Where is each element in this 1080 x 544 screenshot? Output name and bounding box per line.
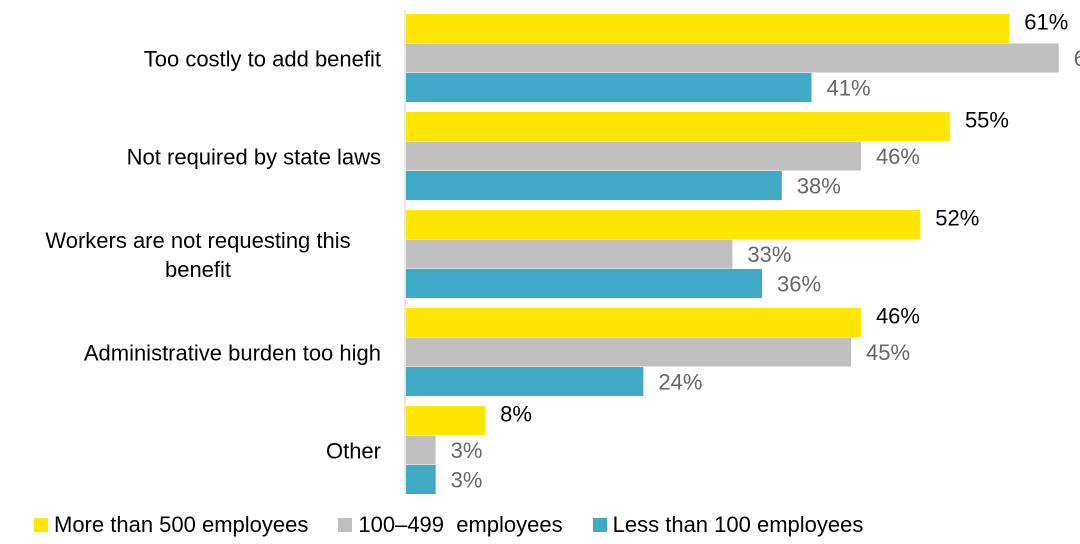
legend-label-series-2: Less than 100 employees <box>612 512 864 537</box>
value-label-1-series-0: 55% <box>965 108 1009 133</box>
category-label-0-line-0: Too costly to add benefit <box>144 46 381 71</box>
value-label-1-series-2: 38% <box>797 174 841 199</box>
legend-swatch-series-2 <box>592 518 607 532</box>
value-label-3-series-0: 46% <box>876 304 920 329</box>
bar-1-series-2 <box>406 171 782 200</box>
value-label-4-series-0: 8% <box>500 402 532 427</box>
category-label-4-line-0: Other <box>326 438 381 463</box>
legend-label-series-0: More than 500 employees <box>54 512 309 537</box>
category-labels: Too costly to add benefit Not required by… <box>45 46 381 463</box>
value-label-0-series-0: 61% <box>1024 10 1068 35</box>
category-label-3-line-0: Administrative burden too high <box>84 340 381 365</box>
legend-item-series-2: Less than 100 employees <box>592 512 864 538</box>
value-label-2-series-0: 52% <box>935 206 979 231</box>
value-label-1-series-1: 46% <box>876 144 920 169</box>
bar-3-series-0 <box>406 308 861 337</box>
value-label-2-series-1: 33% <box>747 242 791 267</box>
category-label-1-line-0: Not required by state laws <box>127 144 381 169</box>
legend: More than 500 employees 100–499 employee… <box>34 512 893 538</box>
legend-label-series-1: 100–499 employees <box>358 512 563 537</box>
value-labels: 61% 66% 41% 55% 46% 38% 52% 33% 36% 46% 45% 24% 8% 3%… <box>451 10 1080 493</box>
legend-swatch-series-1 <box>338 518 353 532</box>
legend-swatch-series-0 <box>34 518 48 532</box>
bar-2-series-0 <box>406 210 921 239</box>
bar-2-series-1 <box>406 239 733 269</box>
bar-1-series-0 <box>406 112 950 141</box>
legend-item-series-0: More than 500 employees <box>34 512 308 538</box>
bars <box>406 14 1059 494</box>
legend-item-series-1: 100–499 employees <box>338 512 563 538</box>
value-label-2-series-2: 36% <box>777 272 821 297</box>
bar-4-series-2 <box>406 465 436 494</box>
value-label-4-series-1: 3% <box>451 438 483 463</box>
value-label-3-series-1: 45% <box>866 340 910 365</box>
category-label-2-line-1: benefit <box>165 257 231 282</box>
bar-3-series-1 <box>406 337 852 367</box>
bar-chart: Too costly to add benefit Not required by… <box>45 10 1080 495</box>
value-label-0-series-1: 66% <box>1074 46 1080 71</box>
value-label-3-series-2: 24% <box>658 370 702 395</box>
value-label-0-series-2: 41% <box>826 76 870 101</box>
bar-1-series-1 <box>406 141 861 171</box>
value-label-4-series-2: 3% <box>451 468 483 493</box>
bar-0-series-1 <box>406 43 1059 73</box>
bar-0-series-2 <box>406 73 812 102</box>
bar-4-series-1 <box>406 435 436 465</box>
bar-4-series-0 <box>406 406 486 435</box>
category-label-2-line-0: Workers are not requesting this <box>45 228 350 253</box>
bar-3-series-2 <box>406 367 644 396</box>
bar-0-series-0 <box>406 14 1010 43</box>
bar-2-series-2 <box>406 269 763 298</box>
